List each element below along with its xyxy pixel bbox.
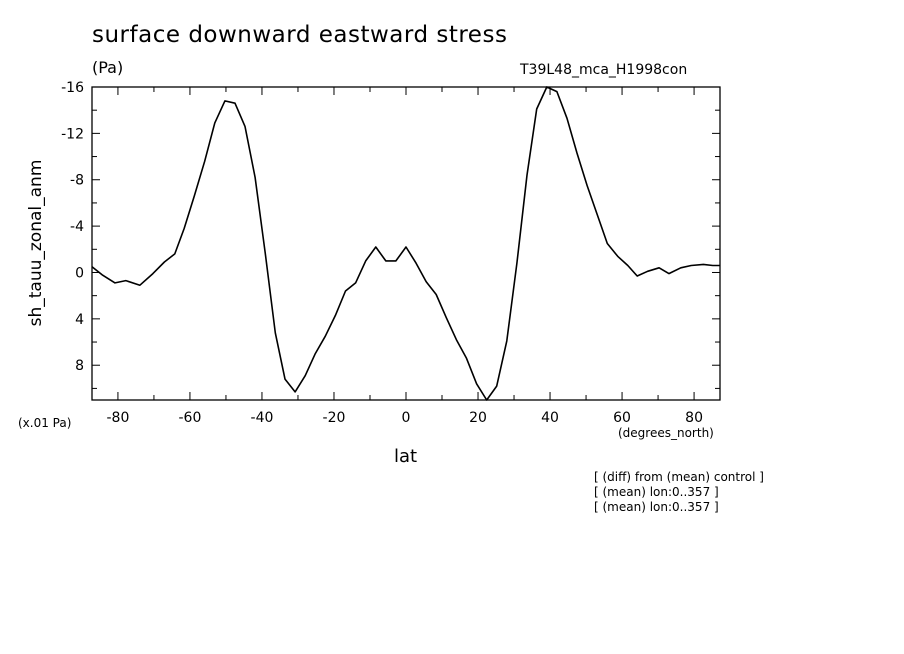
x-tick-label: -60	[179, 410, 202, 426]
y-tick-label: -16	[61, 80, 84, 96]
x-units-label: (degrees_north)	[618, 426, 714, 440]
x-tick-label: 60	[613, 410, 631, 426]
note-line: [ (mean) lon:0..357 ]	[594, 485, 719, 499]
chart-title: surface downward eastward stress	[92, 22, 508, 48]
x-tick-label: 80	[685, 410, 703, 426]
y-axis-label: sh_tauu_zonal_anm	[26, 160, 46, 327]
axis-ticks	[92, 86, 720, 400]
units-label: (Pa)	[92, 58, 124, 77]
y-tick-label: 0	[75, 265, 84, 281]
y-tick-label: 8	[75, 358, 84, 374]
series-line	[91, 86, 720, 401]
note-line: [ (mean) lon:0..357 ]	[594, 500, 719, 514]
notes-block: [ (diff) from (mean) control ] [ (mean) …	[594, 470, 764, 515]
y-tick-label: -4	[70, 219, 84, 235]
y-tick-label: -12	[61, 126, 84, 142]
y-tick-label: -8	[70, 173, 84, 189]
y-scale-note: (x.01 Pa)	[18, 416, 72, 430]
dataset-label: T39L48_mca_H1998con	[520, 62, 688, 78]
x-tick-label: -80	[106, 410, 129, 426]
x-tick-label: -40	[251, 410, 274, 426]
x-tick-label: 0	[402, 410, 411, 426]
plot-frame	[91, 86, 721, 401]
x-tick-label: 40	[541, 410, 559, 426]
x-tick-label: -20	[323, 410, 346, 426]
y-tick-label: 4	[75, 312, 84, 328]
x-axis-label: lat	[394, 446, 418, 467]
x-tick-label: 20	[469, 410, 487, 426]
note-line: [ (diff) from (mean) control ]	[594, 470, 764, 484]
